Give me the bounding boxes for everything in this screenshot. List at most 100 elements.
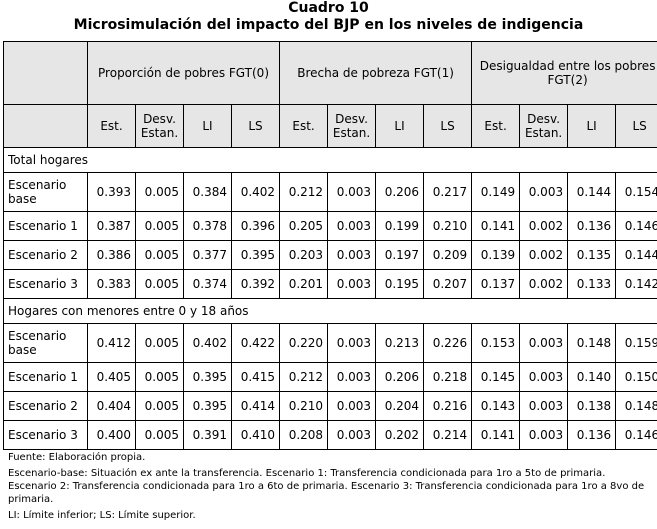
value-cell: 0.210: [423, 211, 473, 241]
value-cell: 0.003: [327, 269, 377, 299]
value-cell: 0.137: [471, 269, 521, 299]
value-cell: 0.212: [279, 362, 329, 392]
value-cell: 0.402: [183, 323, 232, 363]
col-header-li: LI: [375, 104, 425, 148]
value-cell: 0.153: [471, 323, 521, 363]
table-row: Escenario 2 0.404 0.005 0.395 0.414 0.210 0.00…: [3, 391, 657, 421]
value-cell: 0.149: [471, 172, 521, 212]
value-cell: 0.387: [87, 211, 136, 241]
col-header-li: LI: [183, 104, 232, 148]
col-header-desv: Desv. Estan.: [135, 104, 184, 148]
value-cell: 0.210: [279, 391, 329, 421]
value-cell: 0.003: [519, 391, 569, 421]
table-row: Escenario 2 0.386 0.005 0.377 0.395 0.203 0.00…: [3, 240, 657, 270]
value-cell: 0.005: [135, 211, 184, 241]
col-header-desv: Desv. Estan.: [327, 104, 377, 148]
value-cell: 0.402: [230, 172, 281, 212]
value-cell: 0.135: [567, 240, 617, 270]
value-cell: 0.144: [567, 172, 617, 212]
row-label: Escenario 1: [3, 362, 88, 392]
value-cell: 0.154: [615, 172, 657, 212]
value-cell: 0.142: [615, 269, 657, 299]
value-cell: 0.133: [567, 269, 617, 299]
value-cell: 0.003: [519, 362, 569, 392]
value-cell: 0.139: [471, 240, 521, 270]
value-cell: 0.203: [279, 240, 329, 270]
value-cell: 0.374: [183, 269, 232, 299]
col-header-est: Est.: [87, 104, 136, 148]
value-cell: 0.213: [375, 323, 425, 363]
row-label: Escenario 1: [3, 211, 88, 241]
value-cell: 0.396: [230, 211, 281, 241]
value-cell: 0.201: [279, 269, 329, 299]
row-label: Escenario base: [3, 172, 88, 212]
value-cell: 0.378: [183, 211, 232, 241]
col-header-li: LI: [567, 104, 617, 148]
value-cell: 0.412: [87, 323, 136, 363]
value-cell: 0.414: [230, 391, 281, 421]
value-cell: 0.136: [567, 420, 617, 450]
col-header-ls: LS: [230, 104, 281, 148]
value-cell: 0.003: [327, 420, 377, 450]
value-cell: 0.148: [567, 323, 617, 363]
value-cell: 0.003: [327, 172, 377, 212]
table-row: Escenario 1 0.387 0.005 0.378 0.396 0.205 0.00…: [3, 211, 657, 241]
section-row: Hogares con menores entre 0 y 18 años: [2, 298, 657, 324]
value-cell: 0.383: [87, 269, 136, 299]
table-row: Escenario 3 0.383 0.005 0.374 0.392 0.201 0.00…: [3, 269, 657, 299]
value-cell: 0.205: [279, 211, 329, 241]
value-cell: 0.415: [230, 362, 281, 392]
table-row: Escenario 1 0.405 0.005 0.395 0.415 0.212 0.00…: [3, 362, 657, 392]
value-cell: 0.146: [615, 420, 657, 450]
value-cell: 0.404: [87, 391, 136, 421]
col-header-ls: LS: [423, 104, 473, 148]
value-cell: 0.141: [471, 420, 521, 450]
group-header-fgt2: Desigualdad entre los pobres FGT(2): [471, 41, 657, 105]
value-cell: 0.202: [375, 420, 425, 450]
table-title: Microsimulación del impacto del BJP en l…: [73, 17, 584, 33]
value-cell: 0.207: [423, 269, 473, 299]
value-cell: 0.005: [135, 172, 184, 212]
value-cell: 0.005: [135, 362, 184, 392]
value-cell: 0.003: [519, 420, 569, 450]
value-cell: 0.226: [423, 323, 473, 363]
indigence-microsimulation-table: Proporción de pobres FGT(0) Brecha de po…: [2, 41, 657, 450]
value-cell: 0.003: [327, 240, 377, 270]
value-cell: 0.395: [230, 240, 281, 270]
value-cell: 0.208: [279, 420, 329, 450]
scenario-note: Escenario-base: Situación ex ante la tra…: [8, 468, 645, 505]
source-note: Fuente: Elaboración propia.: [8, 452, 146, 463]
value-cell: 0.206: [375, 172, 425, 212]
row-label: Escenario base: [3, 323, 88, 363]
value-cell: 0.005: [135, 420, 184, 450]
value-cell: 0.195: [375, 269, 425, 299]
value-cell: 0.214: [423, 420, 473, 450]
value-cell: 0.005: [135, 391, 184, 421]
table-row: Escenario base 0.412 0.005 0.402 0.422 0.220 0…: [3, 323, 657, 363]
row-label: Escenario 3: [3, 269, 88, 299]
value-cell: 0.392: [230, 269, 281, 299]
value-cell: 0.410: [230, 420, 281, 450]
limits-note: LI: Límite inferior; LS: Límite superior…: [8, 510, 196, 521]
value-cell: 0.140: [567, 362, 617, 392]
table-row: Escenario 3 0.400 0.005 0.391 0.410 0.208 0.00…: [3, 420, 657, 450]
section-label: Total hogares: [2, 147, 657, 173]
col-header-est: Est.: [471, 104, 521, 148]
value-cell: 0.003: [519, 323, 569, 363]
section-label: Hogares con menores entre 0 y 18 años: [2, 298, 657, 324]
value-cell: 0.138: [567, 391, 617, 421]
value-cell: 0.003: [327, 391, 377, 421]
value-cell: 0.005: [135, 323, 184, 363]
table-caption: Cuadro 10 Microsimulación del impacto de…: [0, 0, 657, 34]
table-notes: Fuente: Elaboración propia. Escenario-ba…: [8, 451, 653, 525]
value-cell: 0.150: [615, 362, 657, 392]
value-cell: 0.199: [375, 211, 425, 241]
value-cell: 0.144: [615, 240, 657, 270]
value-cell: 0.159: [615, 323, 657, 363]
row-label: Escenario 3: [3, 420, 88, 450]
value-cell: 0.146: [615, 211, 657, 241]
value-cell: 0.212: [279, 172, 329, 212]
value-cell: 0.141: [471, 211, 521, 241]
col-header-ls: LS: [615, 104, 657, 148]
col-header-desv: Desv. Estan.: [519, 104, 569, 148]
